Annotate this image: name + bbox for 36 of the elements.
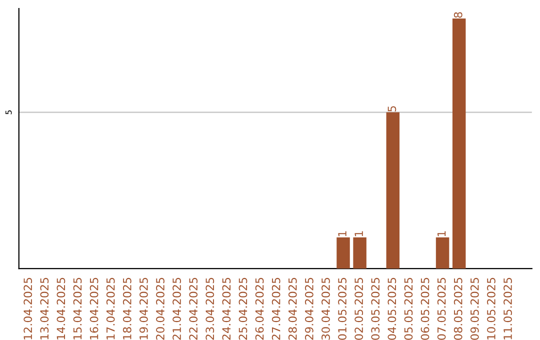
x-tick-label: 05.05.2025 bbox=[404, 278, 413, 340]
x-tick-label: 06.05.2025 bbox=[420, 278, 430, 340]
x-tick-label: 26.04.2025 bbox=[255, 278, 264, 340]
data-label: 8 bbox=[454, 12, 462, 18]
x-tick-label: 19.04.2025 bbox=[139, 278, 148, 340]
x-tick-label: 23.04.2025 bbox=[206, 278, 214, 340]
x-tick-label: 27.04.2025 bbox=[272, 278, 280, 340]
ref-line-label: 5 bbox=[6, 110, 12, 114]
x-tick-label: 22.04.2025 bbox=[189, 278, 198, 340]
data-label: 5 bbox=[388, 106, 396, 112]
x-tick-label: 24.04.2025 bbox=[222, 278, 231, 340]
x-tick-label: 09.05.2025 bbox=[470, 278, 479, 340]
x-tick-label: 11.05.2025 bbox=[504, 278, 512, 340]
x-tick-label: 13.04.2025 bbox=[40, 278, 49, 340]
data-label: 1 bbox=[438, 231, 446, 236]
data-label: 1 bbox=[354, 231, 363, 236]
x-tick-label: 15.04.2025 bbox=[73, 278, 82, 340]
x-tick-label: 28.04.2025 bbox=[288, 278, 297, 340]
x-tick-label: 17.04.2025 bbox=[106, 278, 115, 340]
x-tick-label: 04.05.2025 bbox=[388, 278, 396, 340]
x-tick-label: 02.05.2025 bbox=[354, 278, 364, 340]
x-tick-label: 30.04.2025 bbox=[322, 278, 330, 340]
x-tick-label: 01.05.2025 bbox=[338, 278, 346, 340]
x-tick-label: 25.04.2025 bbox=[238, 278, 248, 340]
x-tick-label: 14.04.2025 bbox=[56, 278, 66, 340]
x-tick-label: 20.04.2025 bbox=[156, 278, 164, 340]
data-label: 1 bbox=[338, 231, 346, 236]
x-tick-label: 10.05.2025 bbox=[487, 278, 496, 340]
x-tick-label: 03.05.2025 bbox=[371, 278, 380, 340]
x-tick-label: 16.04.2025 bbox=[90, 278, 98, 340]
x-tick-label: 18.04.2025 bbox=[122, 278, 132, 340]
x-tick-label: 12.04.2025 bbox=[24, 278, 32, 340]
x-tick-label: 07.05.2025 bbox=[437, 278, 446, 340]
x-tick-label: 21.04.2025 bbox=[172, 278, 181, 340]
x-tick-label: 29.04.2025 bbox=[304, 278, 314, 340]
x-tick-label: 08.05.2025 bbox=[454, 278, 462, 340]
